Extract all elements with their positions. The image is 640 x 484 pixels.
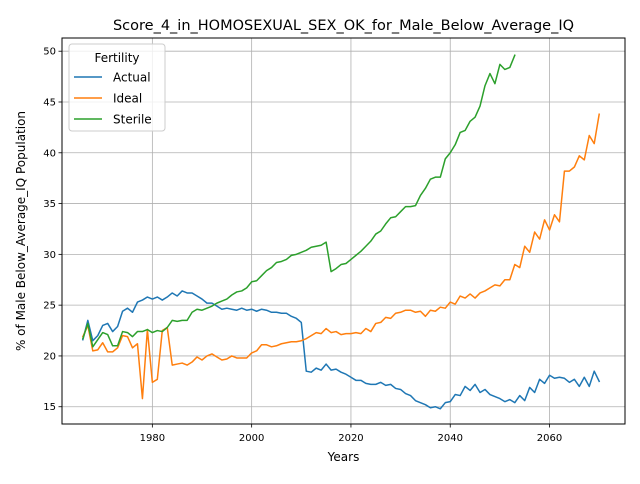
y-tick-label: 25 <box>43 301 56 312</box>
legend-entries: Actual Ideal Sterile <box>74 71 152 127</box>
series-layer <box>81 54 601 410</box>
y-axis-label: % of Male Below_Average_IQ Population <box>14 111 28 351</box>
x-tick-label: 2020 <box>338 433 363 444</box>
y-tick-label: 15 <box>43 402 56 413</box>
tick-layer: 1980 2000 2020 2040 2060 15 20 25 30 35 40 45 50 <box>43 47 562 444</box>
x-tick-label: 2040 <box>438 433 463 444</box>
x-tick-label: 2000 <box>239 433 264 444</box>
y-tick-label: 40 <box>43 148 56 159</box>
legend-label-ideal: Ideal <box>113 92 142 106</box>
x-axis-label: Years <box>327 450 360 464</box>
chart-title: Score_4_in_HOMOSEXUAL_SEX_OK_for_Male_Be… <box>113 18 574 34</box>
legend-box <box>68 43 166 132</box>
legend-title: Fertility <box>94 51 139 65</box>
y-tick-label: 20 <box>43 351 56 362</box>
x-tick-label: 1980 <box>140 433 165 444</box>
y-tick-label: 35 <box>43 199 56 210</box>
legend-label-actual: Actual <box>113 71 151 85</box>
grid-layer <box>62 38 625 424</box>
legend: Fertility Actual Ideal Sterile <box>68 43 166 132</box>
plot-frame <box>61 37 626 425</box>
series-line-actual <box>81 290 601 410</box>
legend-label-sterile: Sterile <box>113 113 152 127</box>
x-tick-label: 2060 <box>537 433 562 444</box>
y-tick-label: 30 <box>43 250 56 261</box>
series-line-sterile <box>81 54 516 348</box>
y-tick-label: 50 <box>43 47 56 58</box>
y-tick-label: 45 <box>43 97 56 108</box>
series-line-ideal <box>81 113 601 400</box>
